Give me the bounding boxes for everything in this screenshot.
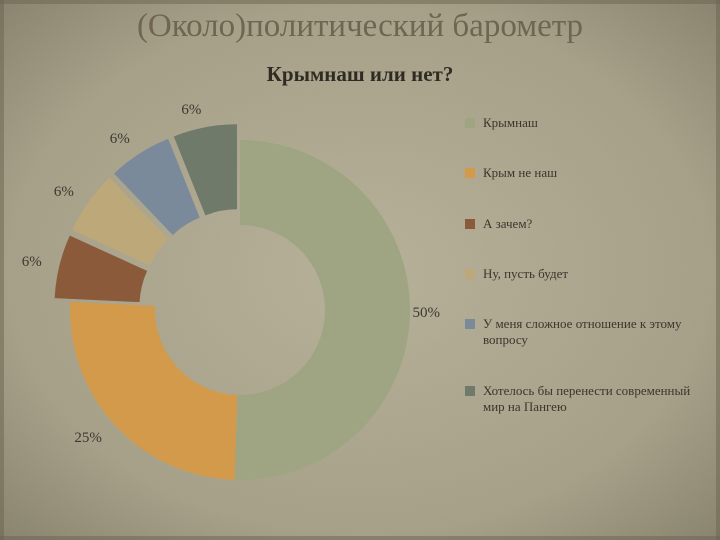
slide: (Около)политический барометр Крымнаш или… (0, 0, 720, 540)
donut-svg (40, 110, 440, 510)
legend-item-3: Ну, пусть будет (465, 266, 705, 282)
slice-pct-label-5: 6% (161, 102, 201, 119)
legend-item-4: У меня сложное отношение к этому вопросу (465, 316, 705, 349)
donut-chart: 50%25%6%6%6%6% (40, 110, 440, 510)
legend-swatch-5 (465, 386, 475, 396)
legend-swatch-0 (465, 118, 475, 128)
legend-item-0: Крымнаш (465, 115, 705, 131)
slice-pct-label-4: 6% (90, 131, 130, 148)
legend-item-5: Хотелось бы перенести современный мир на… (465, 383, 705, 416)
legend-label-5: Хотелось бы перенести современный мир на… (483, 383, 705, 416)
legend-label-2: А зачем? (483, 216, 532, 232)
page-title: (Около)политический барометр (0, 8, 720, 45)
slice-pct-label-3: 6% (34, 184, 74, 201)
donut-slice-1 (70, 302, 237, 480)
legend-swatch-3 (465, 269, 475, 279)
legend-item-1: Крым не наш (465, 165, 705, 181)
legend-item-2: А зачем? (465, 216, 705, 232)
legend-label-3: Ну, пусть будет (483, 266, 568, 282)
legend-label-0: Крымнаш (483, 115, 538, 131)
legend-swatch-2 (465, 219, 475, 229)
legend-swatch-1 (465, 168, 475, 178)
legend-label-4: У меня сложное отношение к этому вопросу (483, 316, 705, 349)
chart-subtitle: Крымнаш или нет? (0, 62, 720, 87)
slice-pct-label-0: 50% (412, 305, 440, 322)
legend-label-1: Крым не наш (483, 165, 557, 181)
legend-swatch-4 (465, 319, 475, 329)
legend: Крымнаш Крым не наш А зачем? Ну, пусть буде… (465, 115, 705, 449)
donut-slice-0 (235, 140, 410, 480)
slice-pct-label-1: 25% (62, 430, 102, 447)
slice-pct-label-2: 6% (2, 254, 42, 271)
